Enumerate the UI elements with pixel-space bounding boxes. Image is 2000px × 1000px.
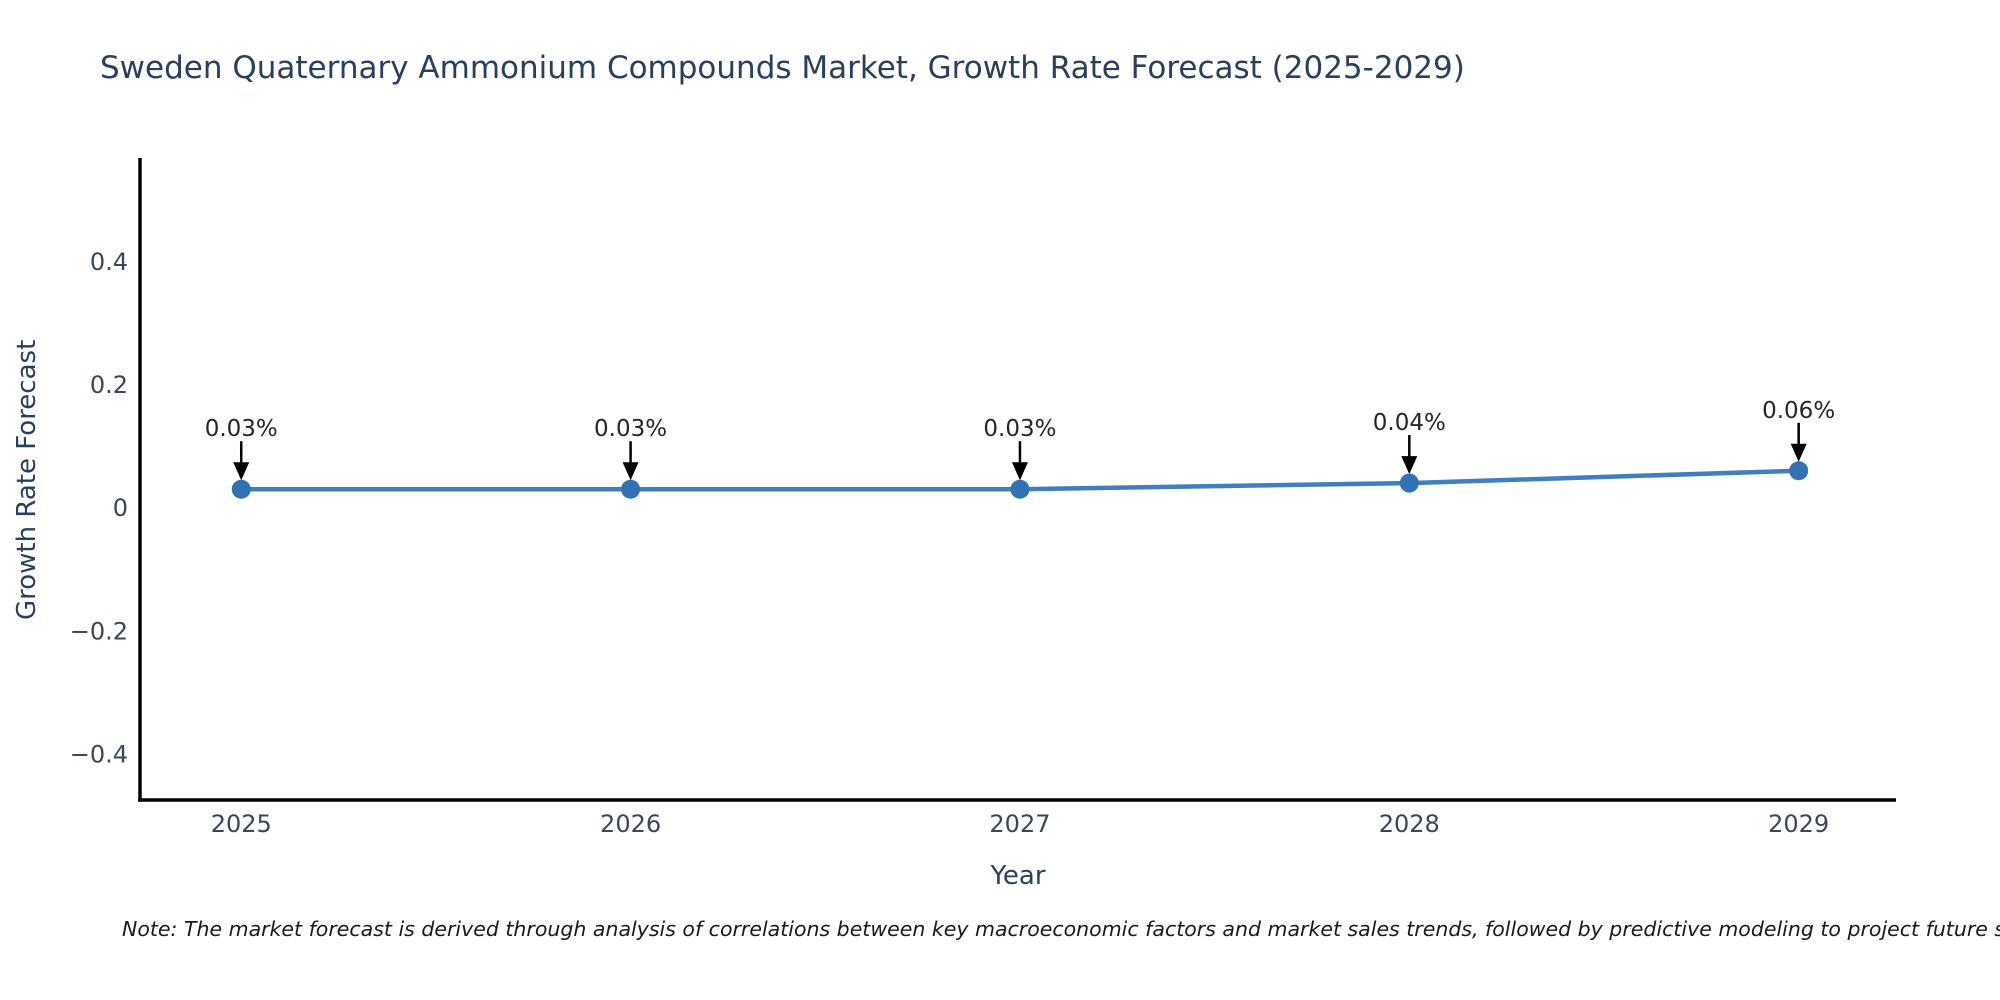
data-point-marker — [1399, 473, 1419, 493]
y-tick-label: −0.2 — [70, 617, 128, 645]
x-tick-label: 2027 — [989, 810, 1050, 838]
data-point-marker — [1010, 479, 1030, 499]
annotation-label: 0.06% — [1762, 398, 1835, 424]
y-tick-label: 0.2 — [90, 371, 128, 399]
annotation-label: 0.03% — [983, 416, 1056, 442]
y-tick-label: 0 — [113, 494, 128, 522]
footnote: Note: The market forecast is derived thr… — [122, 917, 2000, 941]
x-tick-label: 2028 — [1379, 810, 1440, 838]
annotation-label: 0.04% — [1373, 410, 1446, 436]
chart-title: Sweden Quaternary Ammonium Compounds Mar… — [100, 50, 1465, 86]
annotation-arrow-head — [1790, 443, 1807, 462]
annotation-arrow-head — [1401, 456, 1418, 475]
y-tick-label: 0.4 — [90, 248, 128, 276]
annotation-arrow-head — [233, 462, 250, 481]
x-axis-title: Year — [990, 861, 1046, 891]
x-tick-label: 2025 — [211, 810, 272, 838]
data-point-marker — [621, 479, 641, 499]
annotation-arrow-head — [622, 462, 639, 481]
annotation-label: 0.03% — [205, 416, 278, 442]
x-tick-label: 2026 — [600, 810, 661, 838]
data-point-marker — [1789, 461, 1809, 481]
data-point-marker — [231, 479, 251, 499]
annotation-arrow-head — [1011, 462, 1028, 481]
y-tick-label: −0.4 — [70, 740, 128, 768]
x-tick-label: 2029 — [1768, 810, 1829, 838]
annotation-label: 0.03% — [594, 416, 667, 442]
